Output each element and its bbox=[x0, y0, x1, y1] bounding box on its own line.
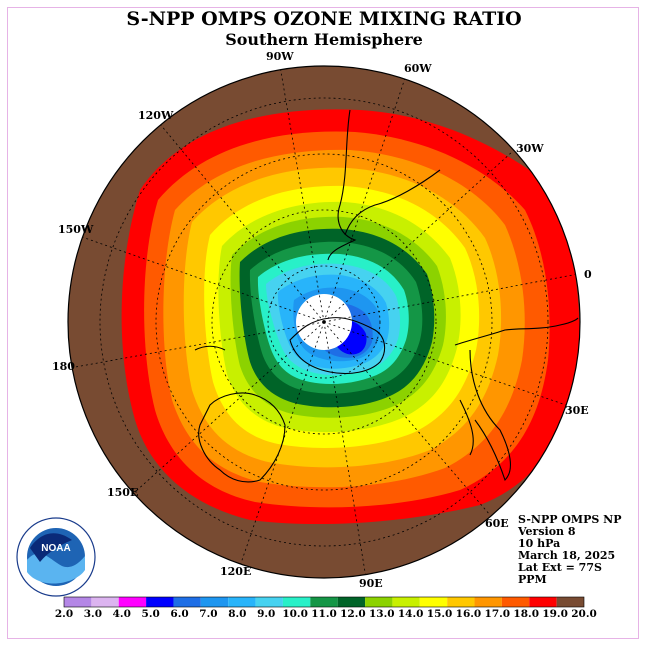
colorbar-swatch bbox=[392, 597, 420, 607]
colorbar-swatch bbox=[173, 597, 201, 607]
chart-subtitle: Southern Hemisphere bbox=[225, 30, 423, 49]
info-instrument: S-NPP OMPS NP bbox=[518, 513, 622, 526]
colorbar-swatch bbox=[419, 597, 448, 607]
noaa-logo: NOAA bbox=[16, 517, 96, 597]
info-version: Version 8 bbox=[518, 525, 576, 538]
lon-label-150e: 150E bbox=[107, 486, 139, 499]
lon-label-0: 0 bbox=[584, 268, 592, 281]
colorbar bbox=[63, 596, 585, 608]
map-boundary bbox=[67, 65, 581, 579]
colorbar-tick-label: 10.0 bbox=[282, 608, 308, 620]
logo-wordmark: NOAA bbox=[41, 543, 70, 554]
colorbar-swatch bbox=[64, 597, 92, 607]
colorbar-tick-label: 6.0 bbox=[170, 608, 189, 620]
lon-label-90w: 90W bbox=[266, 50, 294, 63]
lon-label-90e: 90E bbox=[359, 577, 383, 590]
colorbar-swatch bbox=[118, 597, 147, 607]
colorbar-tick-label: 13.0 bbox=[368, 608, 395, 620]
lon-label-150w: 150W bbox=[58, 223, 94, 236]
colorbar-tick-label: 18.0 bbox=[513, 608, 540, 620]
colorbar-frame bbox=[63, 596, 585, 608]
colorbar-swatch bbox=[556, 597, 584, 607]
colorbar-tick-label: 15.0 bbox=[426, 608, 453, 620]
info-units: PPM bbox=[518, 573, 547, 586]
colorbar-tick-label: 4.0 bbox=[112, 608, 131, 620]
graticule bbox=[69, 66, 579, 578]
lon-label-180: 180 bbox=[52, 360, 75, 373]
colorbar-tick-label: 16.0 bbox=[455, 608, 482, 620]
coastlines bbox=[194, 109, 579, 483]
colorbar-tick-label: 14.0 bbox=[397, 608, 424, 620]
colorbar-tick-label: 3.0 bbox=[83, 608, 103, 620]
colorbar-swatch bbox=[310, 597, 338, 607]
chart-title: S-NPP OMPS OZONE MIXING RATIO bbox=[126, 8, 522, 30]
lon-label-60e: 60E bbox=[485, 517, 509, 530]
info-date: March 18, 2025 bbox=[518, 549, 616, 562]
lon-label-30e: 30E bbox=[565, 404, 589, 417]
colorbar-swatch bbox=[474, 597, 502, 607]
colorbar-swatch bbox=[447, 597, 475, 607]
lon-label-30w: 30W bbox=[516, 142, 544, 155]
lon-label-120e: 120E bbox=[220, 565, 252, 578]
colorbar-swatch bbox=[200, 597, 229, 607]
colorbar-tick-label: 20.0 bbox=[571, 608, 597, 620]
colorbar-swatch bbox=[255, 597, 283, 607]
colorbar-tick-label: 9.0 bbox=[257, 608, 276, 620]
colorbar-tick-label: 17.0 bbox=[484, 608, 511, 620]
colorbar-swatch bbox=[365, 597, 393, 607]
colorbar-swatch bbox=[501, 597, 530, 607]
colorbar-swatch bbox=[228, 597, 256, 607]
colorbar-swatch bbox=[529, 597, 557, 607]
colorbar-tick-label: 7.0 bbox=[199, 608, 218, 620]
colorbar-swatch bbox=[146, 597, 174, 607]
colorbar-tick-label: 11.0 bbox=[311, 608, 337, 620]
lon-label-60w: 60W bbox=[404, 62, 432, 75]
colorbar-swatch bbox=[91, 597, 119, 607]
colorbar-tick-label: 8.0 bbox=[228, 608, 247, 620]
colorbar-tick-label: 12.0 bbox=[340, 608, 366, 620]
info-level: 10 hPa bbox=[518, 537, 561, 550]
lon-label-120w: 120W bbox=[138, 109, 174, 122]
colorbar-tick-label: 5.0 bbox=[141, 608, 160, 620]
colorbar-tick-label: 2.0 bbox=[54, 608, 74, 620]
info-block: S-NPP OMPS NP Version 8 10 hPa March 18,… bbox=[518, 514, 621, 586]
colorbar-swatch bbox=[282, 597, 311, 607]
figure-frame bbox=[7, 7, 639, 639]
colorbar-swatch bbox=[337, 597, 366, 607]
colorbar-tick-label: 19.0 bbox=[542, 608, 568, 620]
info-lat-ext: Lat Ext = 77S bbox=[518, 561, 602, 574]
